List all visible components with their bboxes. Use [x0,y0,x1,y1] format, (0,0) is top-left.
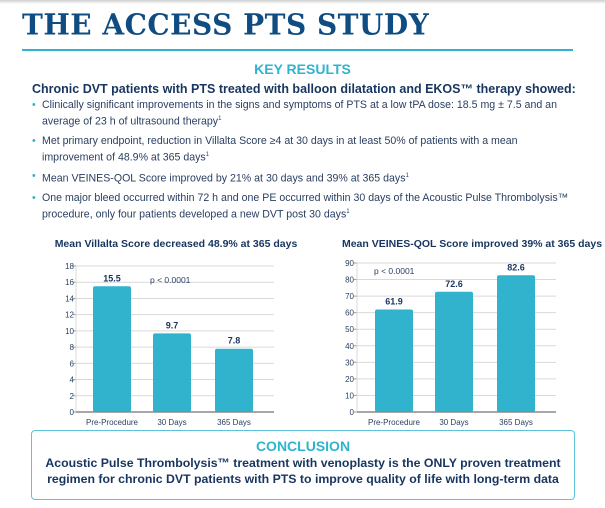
y-tick-label: 30 [345,358,354,367]
y-tick-label: 70 [345,292,354,301]
y-tick-label: 50 [345,325,354,334]
bullet-text: Met primary endpoint, reduction in Villa… [42,134,518,164]
bullet-icon: • [32,134,36,147]
key-results-list: • Clinically significant improvements in … [30,98,570,226]
reference-mark: 1 [218,116,222,122]
y-tick-label: 12 [65,311,74,320]
y-tick-label: 90 [345,259,354,268]
conclusion-box: CONCLUSION Acoustic Pulse Thrombolysis™ … [31,430,575,500]
bar [435,291,473,412]
y-tick-label: 16 [65,278,74,287]
data-label: 15.5 [103,273,121,283]
reference-mark: 1 [205,151,210,158]
list-item: • Clinically significant improvements in … [30,98,570,129]
x-tick-label: 30 Days [439,418,468,427]
title-divider [22,49,573,51]
bullet-icon: • [32,191,36,204]
y-tick-label: 20 [345,375,354,384]
conclusion-text: Acoustic Pulse Thrombolysis™ treatment w… [45,456,561,486]
y-tick-label: 2 [70,392,75,401]
bullet-text: One major bleed occurred within 72 h and… [42,191,569,221]
bar [153,333,191,412]
y-tick-label: 10 [65,327,74,336]
x-tick-label: 365 Days [499,418,533,427]
y-tick-label: 0 [350,408,355,417]
bullet-icon: • [32,170,36,183]
p-value-annotation: p < 0.0001 [150,275,191,285]
data-label: 61.9 [385,297,403,307]
bar [215,348,253,412]
p-value-annotation: p < 0.0001 [374,266,415,276]
bar [375,309,413,412]
reference-mark: 1 [405,173,409,180]
y-tick-label: 80 [345,276,354,285]
list-item: • Met primary endpoint, reduction in Vill… [30,134,570,165]
data-label: 9.7 [166,320,179,330]
y-tick-label: 18 [65,262,74,271]
key-results-lead: Chronic DVT patients with PTS treated wi… [32,82,576,96]
key-results-heading: KEY RESULTS [254,61,351,77]
bar [497,275,535,412]
y-tick-label: 0 [70,408,75,417]
chart-title: Mean VEINES-QOL Score improved 39% at 36… [342,238,602,250]
veines-qol-chart: Mean VEINES-QOL Score improved 39% at 36… [342,238,602,427]
bullet-text: Mean VEINES-QOL Score improved by 21% at… [42,172,406,185]
conclusion-heading: CONCLUSION [255,438,351,454]
bullet-text: Clinically significant improvements in t… [42,99,557,128]
y-tick-label: 14 [65,294,74,303]
x-tick-label: 365 Days [217,418,251,427]
y-tick-label: 8 [70,343,75,352]
page-title: THE ACCESS PTS STUDY [22,7,430,42]
y-tick-label: 6 [70,359,75,368]
x-tick-label: Pre-Procedure [86,418,139,427]
x-tick-label: 30 Days [157,418,186,427]
y-tick-label: 60 [345,309,354,318]
x-tick-label: Pre-Procedure [368,418,421,427]
chart-title: Mean Villalta Score decreased 48.9% at 3… [55,238,298,250]
data-label: 82.6 [507,262,525,272]
reference-mark: 1 [346,208,350,215]
data-label: 72.6 [445,279,463,289]
bar [93,286,131,412]
y-tick-label: 10 [345,391,354,400]
top-shadow [0,0,605,4]
y-tick-label: 40 [345,342,354,351]
bullet-icon: • [32,99,36,111]
list-item: • One major bleed occurred within 72 h an… [30,191,570,222]
villalta-chart: Mean Villalta Score decreased 48.9% at 3… [55,238,298,427]
data-label: 7.8 [228,336,241,346]
y-tick-label: 4 [70,376,75,385]
list-item: • Mean VEINES-QOL Score improved by 21% a… [30,169,570,186]
